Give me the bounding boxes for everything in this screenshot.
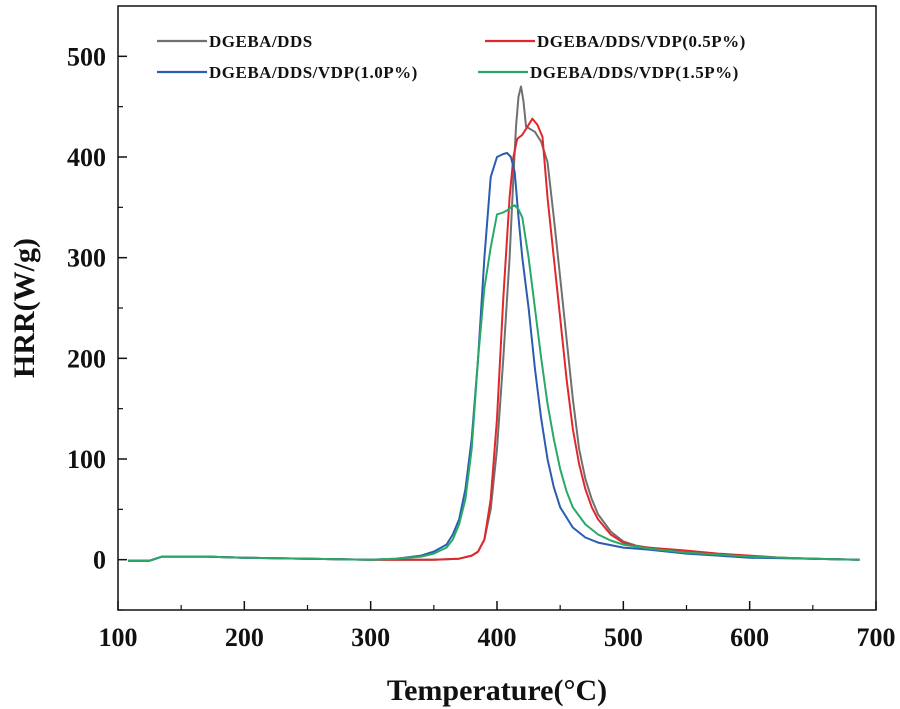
y-tick-label: 300 <box>67 244 106 273</box>
plot-area-frame <box>117 5 877 611</box>
x-axis-ticks: 100 200 300 400 500 600 700 <box>99 601 896 652</box>
legend-label: DGEBA/DDS <box>209 32 313 51</box>
y-tick-label: 200 <box>67 344 106 373</box>
y-tick-label: 0 <box>93 546 106 575</box>
legend: DGEBA/DDS DGEBA/DDS/VDP(0.5P%) DGEBA/DDS/V… <box>157 32 746 82</box>
x-tick-label: 100 <box>99 623 138 652</box>
series-line-3 <box>128 152 860 562</box>
legend-label: DGEBA/DDS/VDP(0.5P%) <box>537 32 746 51</box>
x-tick-label: 200 <box>225 623 264 652</box>
y-tick-label: 100 <box>67 445 106 474</box>
legend-label: DGEBA/DDS/VDP(1.0P%) <box>209 63 418 82</box>
x-tick-label: 700 <box>857 623 896 652</box>
legend-label: DGEBA/DDS/VDP(1.5P%) <box>530 63 739 82</box>
series-line-4 <box>128 204 860 562</box>
x-axis-title: Temperature(°C) <box>387 674 607 707</box>
series-lines <box>128 85 860 562</box>
y-axis-ticks: 0 100 200 300 400 500 <box>67 42 127 611</box>
y-tick-label: 400 <box>67 143 106 172</box>
x-tick-label: 600 <box>730 623 769 652</box>
x-tick-label: 500 <box>604 623 643 652</box>
y-axis-title: HRR(W/g) <box>8 238 41 378</box>
x-tick-label: 400 <box>478 623 517 652</box>
y-tick-label: 500 <box>67 42 106 71</box>
x-tick-label: 300 <box>351 623 390 652</box>
series-line-2 <box>128 117 860 562</box>
series-line-1 <box>128 85 860 562</box>
